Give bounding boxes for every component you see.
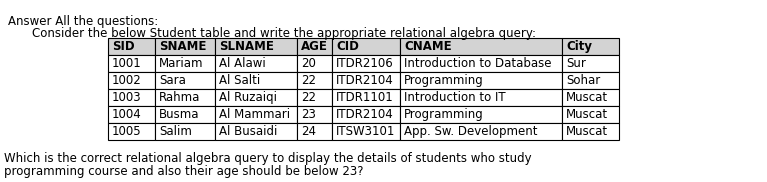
- Bar: [400, 55, 562, 72]
- Text: SLNAME: SLNAME: [219, 40, 274, 53]
- Text: Mariam: Mariam: [159, 57, 203, 70]
- Text: Sara: Sara: [159, 74, 186, 87]
- Bar: [297, 123, 332, 140]
- Text: Rahma: Rahma: [159, 91, 200, 104]
- Text: AGE: AGE: [301, 40, 328, 53]
- Text: Sur: Sur: [566, 57, 586, 70]
- Bar: [297, 106, 332, 123]
- Text: SID: SID: [112, 40, 135, 53]
- Bar: [108, 72, 155, 89]
- Bar: [400, 72, 562, 89]
- Bar: [155, 38, 215, 55]
- Bar: [215, 123, 297, 140]
- Bar: [108, 89, 155, 106]
- Bar: [332, 89, 400, 106]
- Bar: [400, 123, 562, 140]
- Bar: [155, 123, 215, 140]
- Text: Introduction to Database: Introduction to Database: [404, 57, 551, 70]
- Text: Muscat: Muscat: [566, 108, 608, 121]
- Text: CID: CID: [336, 40, 359, 53]
- Text: CNAME: CNAME: [404, 40, 452, 53]
- Bar: [108, 38, 155, 55]
- Text: Al Alawi: Al Alawi: [219, 57, 265, 70]
- Bar: [215, 38, 297, 55]
- Bar: [215, 55, 297, 72]
- Bar: [155, 89, 215, 106]
- Text: 24: 24: [301, 125, 316, 138]
- Text: ITDR1101: ITDR1101: [336, 91, 393, 104]
- Bar: [332, 106, 400, 123]
- Text: Muscat: Muscat: [566, 125, 608, 138]
- Bar: [562, 89, 619, 106]
- Text: Sohar: Sohar: [566, 74, 601, 87]
- Text: Programming: Programming: [404, 74, 484, 87]
- Text: 22: 22: [301, 74, 316, 87]
- Bar: [332, 123, 400, 140]
- Bar: [108, 106, 155, 123]
- Bar: [108, 123, 155, 140]
- Text: Al Ruzaiqi: Al Ruzaiqi: [219, 91, 277, 104]
- Bar: [332, 55, 400, 72]
- Text: 1003: 1003: [112, 91, 142, 104]
- Bar: [562, 55, 619, 72]
- Text: Programming: Programming: [404, 108, 484, 121]
- Bar: [297, 55, 332, 72]
- Bar: [215, 89, 297, 106]
- Bar: [155, 106, 215, 123]
- Bar: [400, 106, 562, 123]
- Text: programming course and also their age should be below 23?: programming course and also their age sh…: [4, 165, 364, 178]
- Bar: [400, 89, 562, 106]
- Text: Salim: Salim: [159, 125, 192, 138]
- Text: City: City: [566, 40, 592, 53]
- Bar: [332, 72, 400, 89]
- Text: 1005: 1005: [112, 125, 142, 138]
- Text: 1001: 1001: [112, 57, 142, 70]
- Text: SNAME: SNAME: [159, 40, 206, 53]
- Bar: [215, 72, 297, 89]
- Bar: [400, 38, 562, 55]
- Text: ITDR2104: ITDR2104: [336, 74, 393, 87]
- Text: Al Salti: Al Salti: [219, 74, 260, 87]
- Bar: [155, 72, 215, 89]
- Text: Which is the correct relational algebra query to display the details of students: Which is the correct relational algebra …: [4, 152, 532, 165]
- Bar: [332, 38, 400, 55]
- Text: ITSW3101: ITSW3101: [336, 125, 395, 138]
- Text: Busma: Busma: [159, 108, 199, 121]
- Bar: [297, 72, 332, 89]
- Text: App. Sw. Development: App. Sw. Development: [404, 125, 538, 138]
- Bar: [297, 89, 332, 106]
- Text: Answer All the questions:: Answer All the questions:: [8, 15, 158, 28]
- Bar: [108, 55, 155, 72]
- Text: 1002: 1002: [112, 74, 142, 87]
- Text: Muscat: Muscat: [566, 91, 608, 104]
- Bar: [562, 72, 619, 89]
- Bar: [562, 123, 619, 140]
- Text: Introduction to IT: Introduction to IT: [404, 91, 505, 104]
- Bar: [155, 55, 215, 72]
- Text: Consider the below Student table and write the appropriate relational algebra qu: Consider the below Student table and wri…: [32, 27, 536, 40]
- Bar: [297, 38, 332, 55]
- Text: 20: 20: [301, 57, 316, 70]
- Text: Al Busaidi: Al Busaidi: [219, 125, 278, 138]
- Text: Al Mammari: Al Mammari: [219, 108, 290, 121]
- Bar: [562, 106, 619, 123]
- Text: 1004: 1004: [112, 108, 142, 121]
- Bar: [215, 106, 297, 123]
- Text: ITDR2104: ITDR2104: [336, 108, 393, 121]
- Text: 22: 22: [301, 91, 316, 104]
- Text: ITDR2106: ITDR2106: [336, 57, 393, 70]
- Text: 23: 23: [301, 108, 316, 121]
- Bar: [562, 38, 619, 55]
